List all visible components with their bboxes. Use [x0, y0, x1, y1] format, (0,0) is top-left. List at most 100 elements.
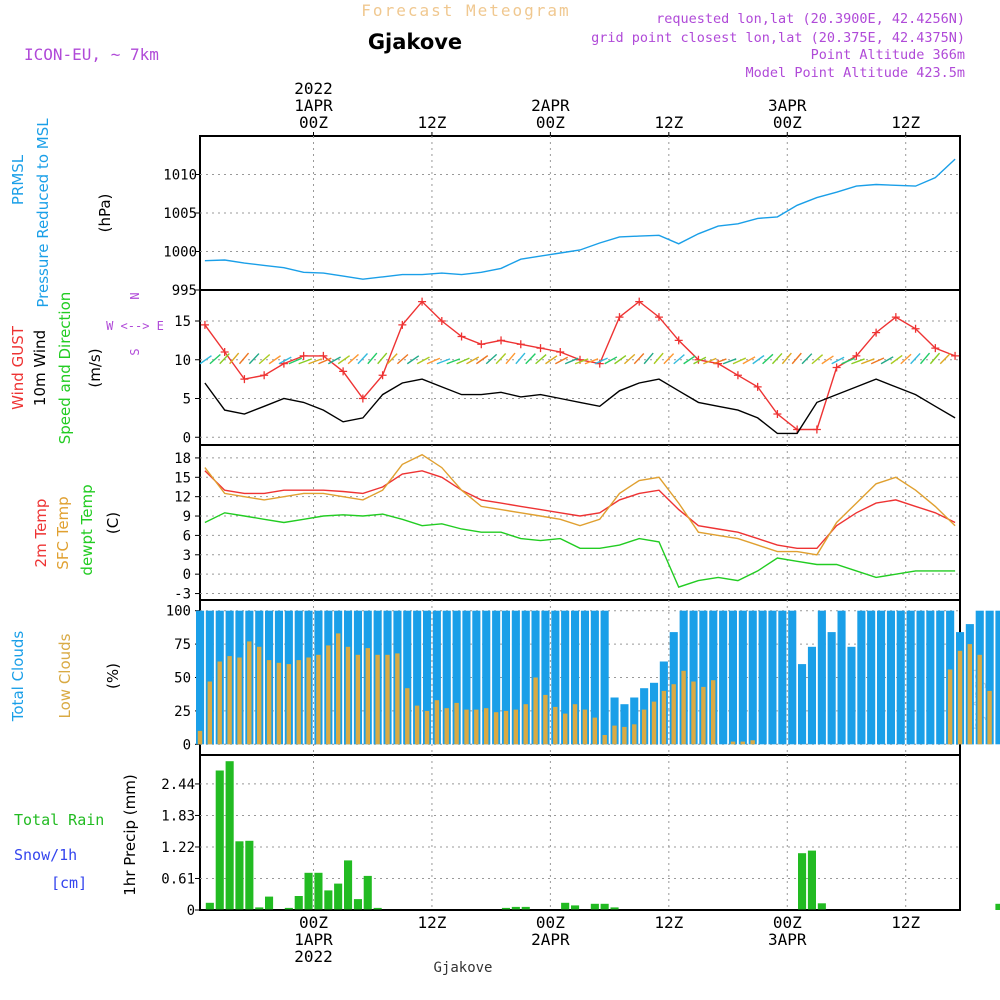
low_cloud-bar	[523, 704, 528, 745]
total_cloud-bar	[827, 632, 836, 745]
low_cloud-bar	[750, 740, 755, 745]
wind-direction-arrow	[693, 356, 707, 365]
low_cloud-bar	[385, 654, 390, 745]
gust-marker	[872, 328, 881, 337]
wind-direction-arrow	[436, 358, 451, 365]
sfc-line	[204, 453, 956, 556]
total_cloud-bar	[413, 610, 422, 745]
wind-direction-arrow	[584, 358, 599, 365]
low_cloud-bar	[957, 650, 963, 745]
low_cloud-bar	[365, 648, 370, 745]
rain-bar	[521, 906, 530, 910]
total_cloud-bar	[985, 610, 994, 745]
wind-direction-arrow	[268, 355, 281, 365]
gust-marker	[240, 375, 249, 384]
low_cloud-bar	[533, 677, 538, 745]
low_cloud-bar	[612, 725, 617, 745]
total_cloud-bar	[482, 610, 491, 745]
y-tick-label: 1.22	[161, 840, 195, 856]
wind-direction-arrow	[554, 356, 569, 365]
wind-direction-arrow	[801, 353, 813, 365]
wind-direction-arrow	[505, 352, 516, 365]
low_cloud-bar	[464, 709, 469, 745]
wind-direction-arrow	[574, 358, 589, 365]
clouds-panel: 0 25 50 75 100	[166, 599, 1000, 756]
wind-direction-arrow	[633, 353, 645, 365]
panel-frame	[199, 289, 961, 446]
rain-bar	[294, 896, 303, 910]
low_cloud-bar	[237, 657, 242, 745]
wind-direction-arrow	[781, 352, 792, 365]
y-tick-label: 3	[183, 548, 191, 564]
wind-direction-arrow	[238, 352, 250, 365]
low_cloud-bar	[641, 709, 647, 745]
y-tick-label: 1010	[163, 168, 197, 184]
gust-marker	[536, 344, 545, 353]
rain-bar	[225, 761, 234, 910]
rain-bar	[215, 770, 224, 910]
total_cloud-bar	[768, 610, 777, 745]
y-tick-label: 0	[183, 737, 191, 753]
low_cloud-bar	[276, 662, 282, 745]
low_cloud-bar	[632, 724, 637, 745]
pressure-label-long: Pressure Reduced to MSL	[34, 118, 52, 308]
gust-marker	[674, 336, 683, 345]
top-time-label: 2APR	[531, 96, 570, 115]
gust-marker	[556, 348, 565, 356]
total_cloud-bar	[877, 610, 886, 745]
low_cloud-bar	[375, 654, 380, 745]
model-label: ICON-EU, ~ 7km	[24, 45, 159, 64]
bottom-time-label: 12Z	[654, 913, 683, 932]
low_cloud-bar	[474, 709, 479, 745]
wind-direction-arrow	[653, 352, 664, 365]
total_cloud-bar	[590, 610, 599, 745]
wind-direction-arrow	[623, 353, 636, 365]
total_cloud-bar	[462, 610, 471, 745]
low_cloud-bar	[967, 644, 972, 745]
wind-direction-arrow	[337, 355, 351, 365]
wind-direction-arrow	[485, 353, 498, 365]
compass-south: S	[128, 348, 142, 355]
top-time-label: 00Z	[773, 113, 802, 132]
rain-bar	[324, 890, 333, 910]
y-tick-label: 995	[172, 283, 197, 299]
panel-frame	[199, 754, 961, 911]
low_cloud-bar	[414, 705, 420, 745]
wind-direction-arrow	[248, 353, 260, 365]
wind-direction-arrow	[199, 355, 212, 365]
wind-direction-arrow	[406, 355, 420, 365]
total_cloud-bar	[205, 610, 214, 745]
wind-direction-arrow	[288, 357, 302, 365]
wind-direction-arrow	[742, 356, 756, 365]
low_cloud-bar	[345, 646, 351, 745]
sfc-label: SFC Temp	[54, 496, 72, 569]
point-altitude: Point Altitude 366m	[811, 47, 965, 63]
rain-bar	[363, 875, 372, 910]
low_cloud-bar	[503, 710, 509, 745]
direction-label: Speed and Direction	[56, 292, 74, 445]
total_cloud-bar	[867, 610, 876, 745]
wind-direction-arrow	[841, 357, 855, 365]
total_cloud-bar	[817, 610, 826, 745]
total_cloud-bar	[571, 610, 580, 745]
low_cloud-bar	[711, 680, 716, 745]
wind-direction-arrow	[308, 358, 322, 365]
wind-direction-arrow	[515, 352, 526, 365]
wind-direction-arrow	[683, 355, 696, 365]
total_cloud-bar	[916, 610, 925, 745]
rain-bar	[334, 883, 343, 910]
wind-direction-arrow	[939, 353, 951, 365]
panel-frame	[199, 444, 961, 601]
total_cloud-bar	[561, 610, 570, 745]
t2m-line	[204, 470, 956, 549]
total_cloud-bar	[936, 610, 945, 745]
total_cloud-bar	[896, 610, 905, 745]
low_cloud-bar	[286, 664, 291, 745]
wind-direction-arrow	[732, 357, 747, 365]
y-tick-label: 100	[166, 604, 191, 620]
total_cloud-bar	[699, 610, 708, 745]
top-time-label: 00Z	[536, 113, 565, 132]
rain-bar	[807, 850, 816, 910]
dew-label: dewpt Temp	[78, 484, 96, 575]
